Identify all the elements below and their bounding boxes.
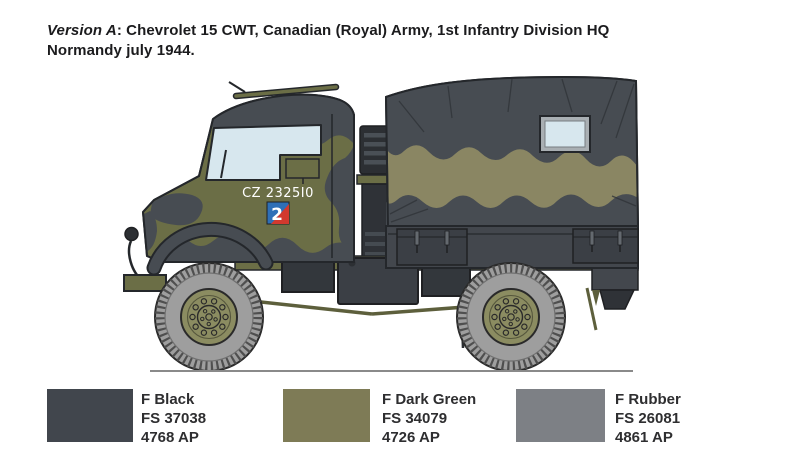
windshield [205, 124, 322, 181]
fuel-tank [337, 257, 419, 305]
cab-camo-bottom [163, 235, 354, 262]
rear-mudflap [585, 261, 639, 331]
badge-number: 2 [271, 205, 283, 225]
rear-wheel [457, 263, 565, 371]
roof-rail [234, 85, 338, 98]
badge-red-half [271, 204, 289, 224]
cab: CZ 2325I0 2 [123, 81, 355, 292]
wiper [220, 149, 227, 179]
canvas-outline [384, 76, 639, 229]
canvas-camo-bottom [386, 194, 638, 228]
front-bumper [123, 274, 167, 292]
hood-camo [150, 193, 203, 226]
front-fender [148, 223, 272, 274]
registration-text: CZ 2325I0 [242, 186, 314, 201]
door-vent-panel [285, 158, 320, 179]
caption: Version A: Chevrolet 15 CWT, Canadian (R… [47, 21, 609, 61]
canvas-creases [389, 78, 637, 223]
caption-line-2: Normandy july 1944. [47, 42, 195, 59]
toolbox-right [572, 228, 639, 264]
division-badge: 2 [266, 201, 290, 225]
caption-description: : Chevrolet 15 CWT, Canadian (Royal) Arm… [116, 22, 610, 39]
nose-camo [144, 211, 157, 252]
antenna [228, 81, 246, 93]
cargo-bed [385, 225, 639, 269]
caption-line-1: Version A: Chevrolet 15 CWT, Canadian (R… [47, 21, 609, 41]
version-label: Version A [47, 22, 117, 39]
toolbox-left [396, 228, 468, 266]
mirror [124, 226, 139, 242]
canvas-window [539, 115, 591, 153]
front-wheel [155, 263, 263, 371]
canvas-tilt [384, 76, 639, 229]
